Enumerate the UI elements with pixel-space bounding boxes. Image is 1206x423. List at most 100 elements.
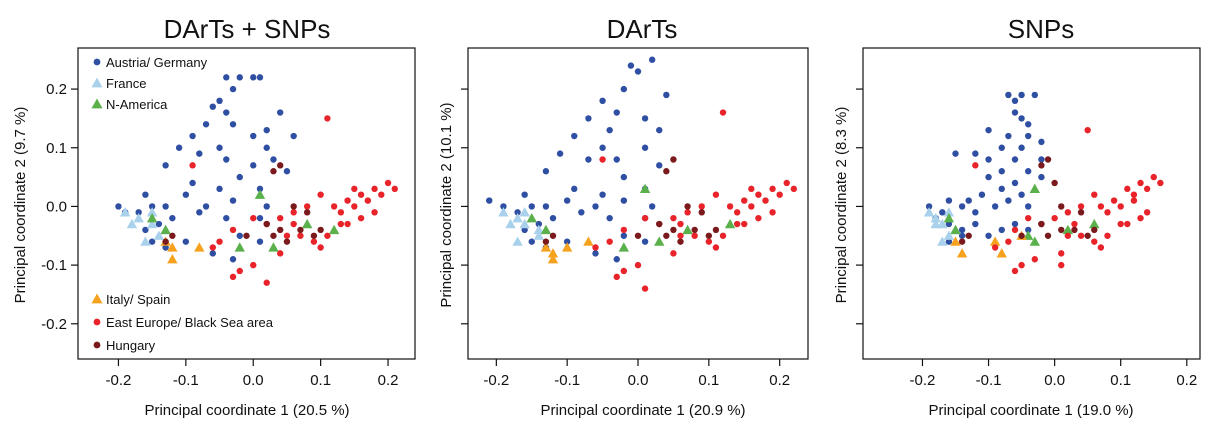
point-austria-germany: [606, 126, 613, 134]
point-france: [519, 207, 530, 217]
point-austria-germany: [1024, 203, 1032, 210]
point-austria-germany: [148, 238, 156, 245]
point-austria-germany: [229, 197, 237, 204]
point-n-america: [540, 224, 552, 235]
point-italy-spain: [540, 242, 552, 252]
point-italy-spain: [167, 254, 178, 264]
point-austria-germany: [1024, 226, 1032, 234]
point-austria-germany: [1018, 115, 1025, 122]
point-n-america: [1029, 236, 1041, 246]
point-austria-germany: [606, 214, 613, 222]
panel-snps: SNPs Principal coordinate 1 (19.0 %) Pri…: [833, 14, 1201, 419]
point-austria-germany: [656, 126, 663, 134]
point-austria-germany: [270, 156, 277, 163]
x-tick-label: 0.0: [243, 372, 264, 389]
point-austria-germany: [521, 226, 528, 234]
point-east-europe-black-sea-area: [1104, 209, 1111, 216]
point-austria-germany: [985, 232, 992, 239]
point-n-america: [618, 242, 630, 252]
point-east-europe-black-sea-area: [337, 209, 345, 216]
point-austria-germany: [627, 62, 635, 69]
point-east-europe-black-sea-area: [324, 232, 331, 239]
point-austria-germany: [556, 150, 564, 157]
point-east-europe-black-sea-area: [670, 250, 677, 257]
point-east-europe-black-sea-area: [741, 197, 748, 204]
panel-darts: DArTs Principal coordinate 1 (20.9 %) Pr…: [438, 14, 809, 419]
point-austria-germany: [991, 203, 999, 210]
x-tick-label: 0.2: [769, 372, 790, 389]
point-hungary: [670, 226, 677, 234]
point-italy-spain: [996, 248, 1007, 258]
point-east-europe-black-sea-area: [755, 214, 762, 222]
point-east-europe-black-sea-area: [1097, 244, 1105, 251]
point-hungary: [705, 232, 713, 239]
point-france: [140, 236, 151, 246]
point-east-europe-black-sea-area: [1091, 238, 1098, 245]
point-france: [133, 212, 144, 223]
point-east-europe-black-sea-area: [1124, 185, 1131, 193]
x-tick-label: -0.1: [173, 372, 199, 389]
point-austria-germany: [620, 173, 628, 181]
point-east-europe-black-sea-area: [277, 214, 284, 222]
point-n-america: [1089, 218, 1100, 229]
point-hungary: [712, 226, 720, 234]
point-hungary: [270, 168, 277, 175]
point-austria-germany: [283, 168, 291, 175]
point-hungary: [1051, 179, 1058, 187]
point-austria-germany: [549, 214, 557, 222]
point-austria-germany: [135, 209, 142, 216]
point-austria-germany: [648, 56, 656, 63]
point-east-europe-black-sea-area: [991, 244, 999, 251]
point-hungary: [297, 226, 304, 234]
point-hungary: [684, 203, 691, 210]
point-austria-germany: [1005, 132, 1012, 140]
point-austria-germany: [162, 203, 169, 210]
legend-label: Hungary: [106, 338, 156, 353]
point-east-europe-black-sea-area: [1064, 232, 1072, 239]
point-austria-germany: [1038, 173, 1045, 181]
scatter-points: [486, 56, 798, 292]
point-austria-germany: [223, 214, 230, 222]
point-austria-germany: [250, 74, 257, 81]
point-france: [126, 218, 138, 229]
point-n-america: [526, 212, 537, 223]
point-east-europe-black-sea-area: [391, 185, 398, 193]
point-austria-germany: [945, 197, 953, 204]
point-east-europe-black-sea-area: [229, 226, 237, 234]
point-austria-germany: [236, 74, 243, 81]
point-austria-germany: [263, 126, 270, 134]
x-tick-label: 0.1: [1110, 372, 1131, 389]
point-austria-germany: [648, 203, 656, 210]
point-east-europe-black-sea-area: [357, 191, 365, 198]
chart-title: DArTs + SNPs: [164, 14, 331, 44]
legend-label: France: [106, 76, 146, 91]
point-n-america: [268, 242, 279, 252]
x-axis-label: Principal coordinate 1 (19.0 %): [928, 402, 1133, 419]
point-austria-germany: [972, 209, 979, 216]
y-tick-label: 0.2: [46, 81, 67, 98]
point-austria-germany: [1024, 132, 1032, 140]
point-france: [937, 218, 948, 229]
point-n-america: [682, 224, 693, 235]
point-east-europe-black-sea-area: [748, 203, 755, 210]
point-austria-germany: [486, 197, 493, 204]
point-east-europe-black-sea-area: [599, 156, 606, 163]
point-austria-germany: [115, 203, 122, 210]
point-hungary: [656, 220, 663, 228]
point-east-europe-black-sea-area: [1143, 185, 1151, 193]
point-east-europe-black-sea-area: [776, 191, 783, 198]
point-austria-germany: [641, 144, 649, 151]
point-east-europe-black-sea-area: [371, 185, 378, 193]
point-austria-germany: [1005, 197, 1012, 204]
point-austria-germany: [542, 168, 550, 175]
point-austria-germany: [998, 226, 1005, 234]
point-austria-germany: [958, 232, 966, 239]
point-east-europe-black-sea-area: [790, 185, 798, 193]
point-n-america: [234, 242, 245, 252]
x-tick-label: -0.1: [554, 372, 580, 389]
point-hungary: [549, 232, 557, 239]
point-hungary: [542, 238, 550, 245]
point-austria-germany: [972, 150, 979, 157]
point-austria-germany: [592, 203, 599, 210]
legend-marker-n-america: [91, 98, 103, 109]
